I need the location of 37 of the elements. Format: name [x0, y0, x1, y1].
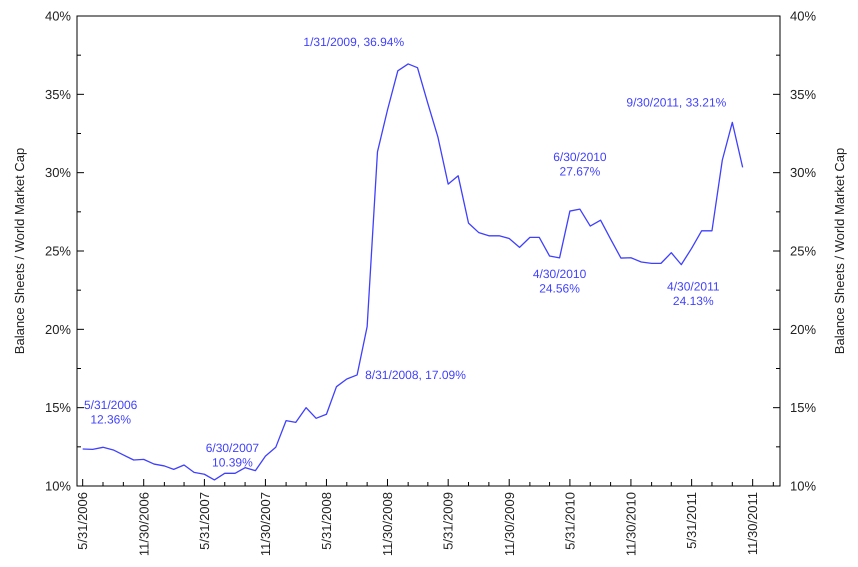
y-tick-label: 40% [44, 8, 72, 24]
x-tick-label: 11/30/2011 [745, 492, 760, 556]
annotation: 1/31/2009, 36.94% [303, 34, 404, 49]
x-tick-label: 5/31/2009 [440, 492, 456, 550]
y2-tick-label: 30% [790, 165, 816, 180]
annotation: 4/30/2011 24.13% [667, 280, 720, 308]
x-tick-label: 11/30/2009 [502, 492, 517, 556]
annotation: 8/31/2008, 17.09% [365, 368, 466, 382]
line-series [82, 63, 744, 481]
x-tick-label: 5/31/2006 [75, 492, 90, 550]
x-tick-label: 11/30/2010 [623, 492, 638, 556]
y2-tick-label: 40% [790, 8, 816, 24]
annotation: 4/30/2010 24.56% [532, 266, 587, 296]
y-tick-label: 10% [44, 478, 72, 494]
y-tick-label: 25% [44, 244, 72, 259]
x-tick-label: 5/31/2007 [196, 492, 212, 550]
annotation: 5/31/2006 12.36% [84, 398, 138, 426]
annotation: 9/30/2011, 33.21% [626, 95, 727, 110]
y-axis-title: Balance Sheets / World Market Cap [12, 148, 27, 354]
y-tick-label: 15% [44, 400, 72, 416]
x-tick-label: 5/31/2008 [319, 492, 334, 550]
annotation: 6/30/2010 27.67% [553, 150, 607, 179]
x-tick-label: 11/30/2008 [380, 492, 396, 556]
x-tick-label: 11/30/2007 [258, 492, 273, 556]
x-tick-label: 5/31/2010 [562, 492, 578, 550]
y2-tick-label: 25% [790, 244, 816, 259]
y2-axis-title: Balance Sheets / World Market Cap [832, 148, 847, 354]
y-tick-label: 30% [44, 165, 72, 180]
annotation: 6/30/2007 10.39% [206, 440, 260, 470]
y-tick-label: 35% [44, 86, 72, 102]
x-tick-label: 11/30/2006 [136, 492, 152, 556]
y2-tick-label: 10% [790, 478, 816, 494]
y2-tick-label: 35% [790, 86, 816, 102]
x-tick-label: 5/31/2011 [684, 492, 700, 549]
y2-tick-label: 20% [790, 322, 816, 337]
y2-tick-label: 15% [790, 400, 816, 416]
y-tick-label: 20% [44, 322, 72, 337]
